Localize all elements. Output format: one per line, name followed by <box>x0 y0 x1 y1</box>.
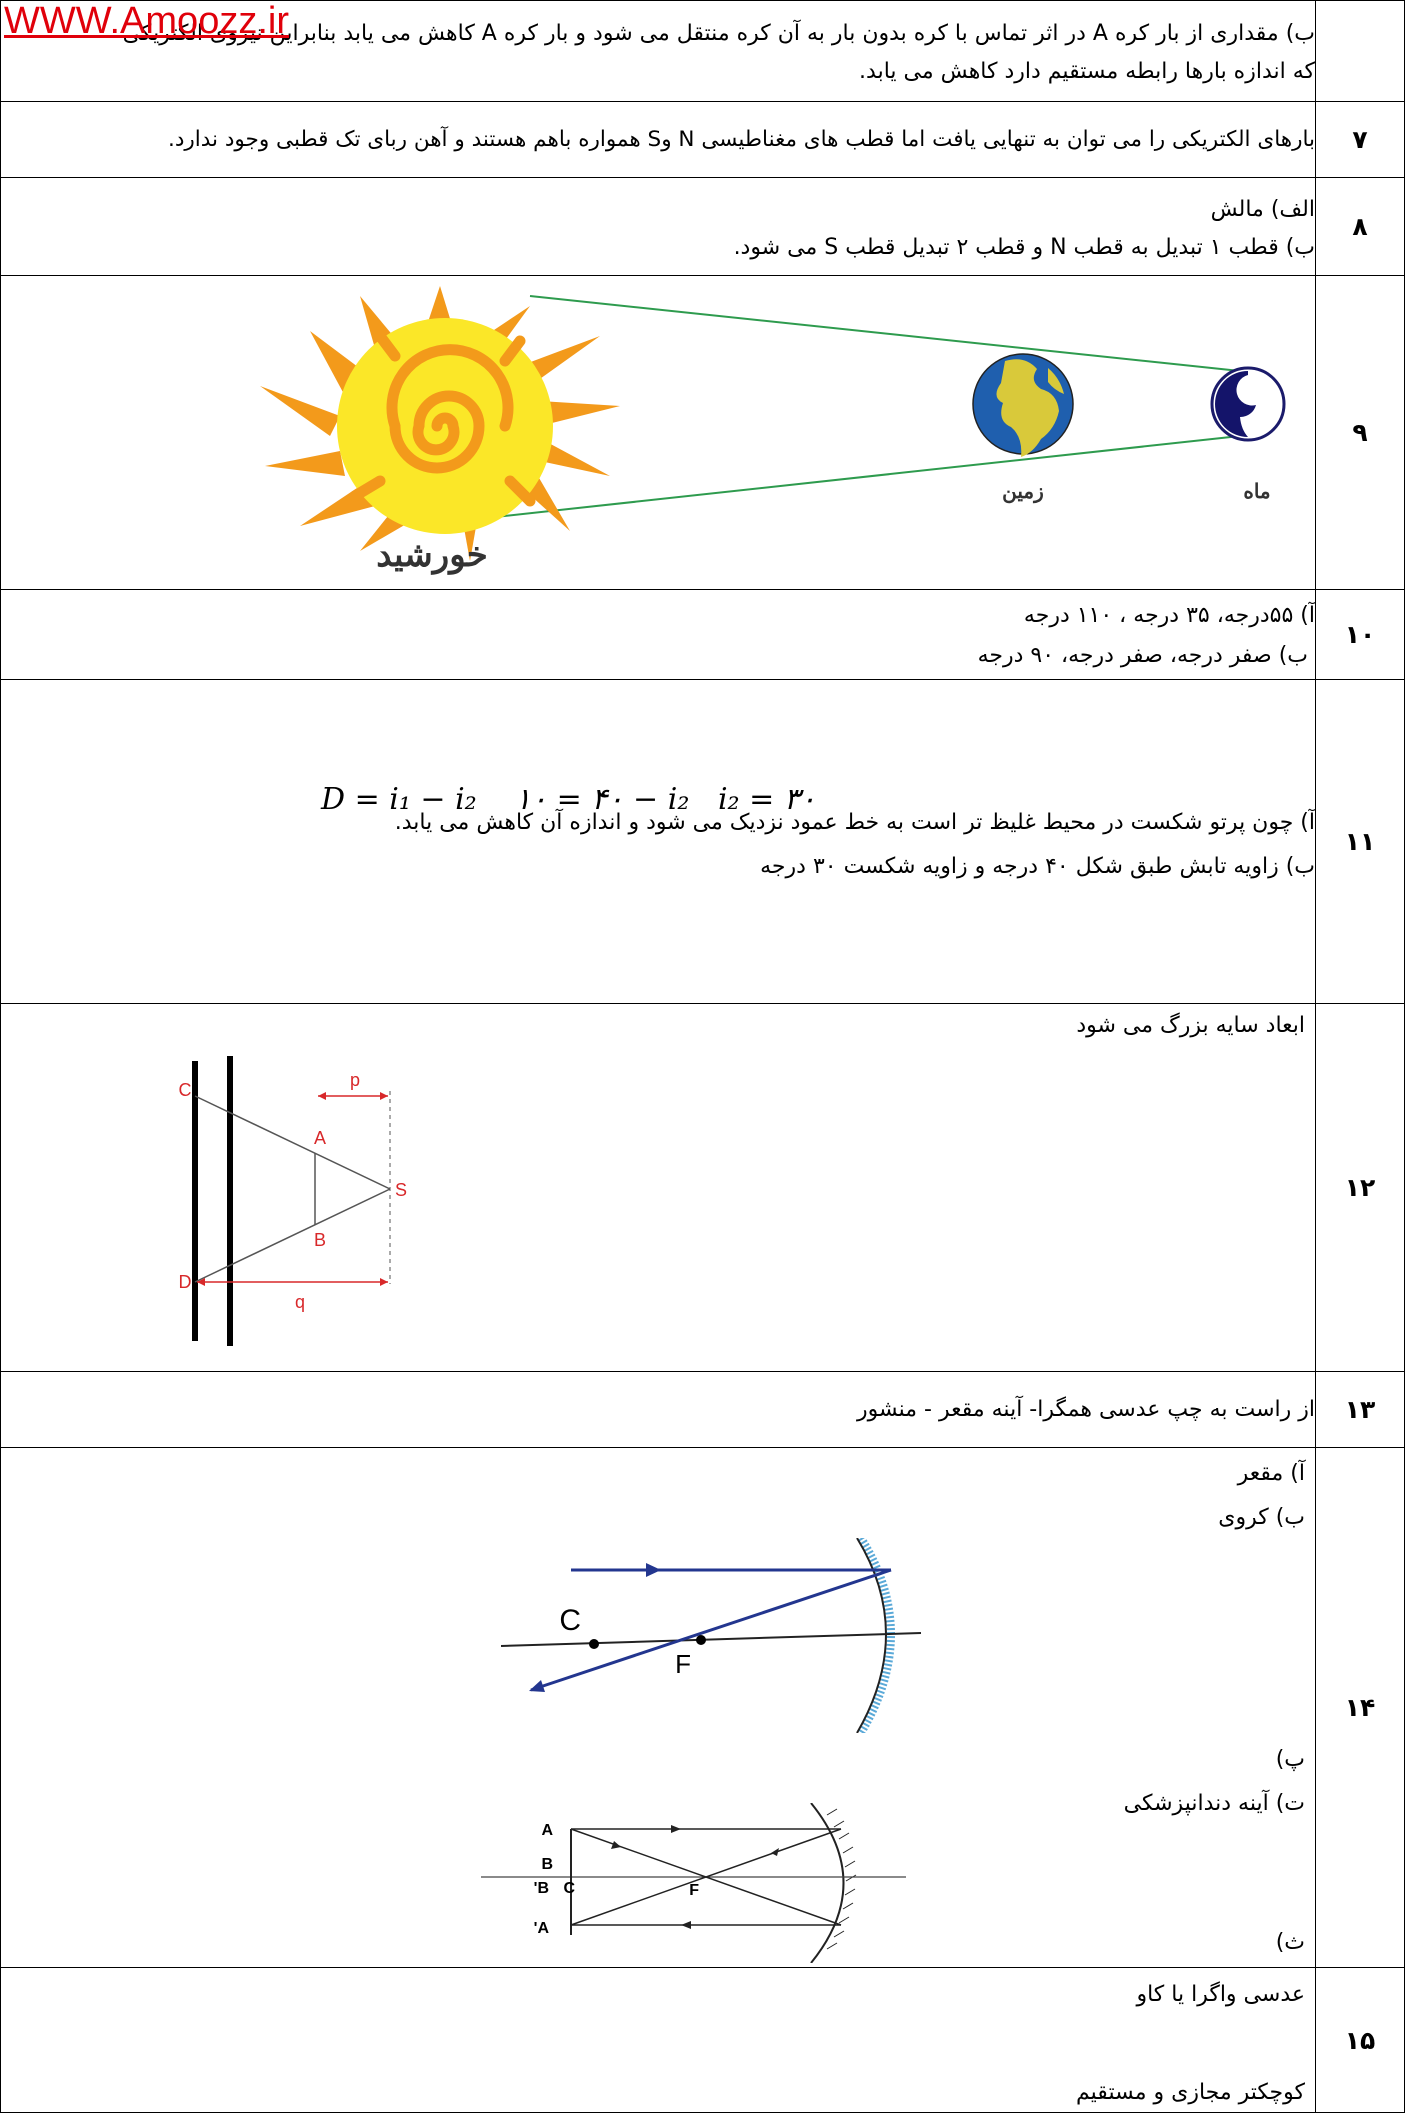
answer-cell: آ) چون پرتو شکست در محیط غلیظ تر است به … <box>0 679 1316 1004</box>
point-a-label: A <box>541 1822 553 1839</box>
sun-earth-moon-diagram: خورشید زمین ماه <box>260 286 1286 575</box>
answer-cell: عدسی واگرا یا کاو کوچکتر مجازی و مستقیم <box>0 1967 1316 2113</box>
answer-line: ب) مقداری از بار کره A در اثر تماس با کر… <box>122 21 1315 46</box>
answer-line: کوچکتر مجازی و مستقیم <box>1076 2080 1305 2105</box>
reflected-ray <box>530 1568 892 1692</box>
answer-line: ب) قطب ۱ تبدیل به قطب N و قطب ۲ تبدیل قط… <box>733 234 1315 260</box>
principal-axis <box>501 1632 922 1647</box>
row-number: ۱۴ <box>1315 1447 1405 1968</box>
table-row: ۱۴ آ) مقعر ب) کروی C F پ) ت) آ <box>0 1447 1405 1968</box>
center-label: C <box>559 1604 581 1637</box>
table-row: ۷ بارهای الکتریکی را می توان به تنهایی ی… <box>0 101 1405 178</box>
ray-line <box>194 1188 391 1283</box>
answer-line: بارهای الکتریکی را می توان به تنهایی یاف… <box>167 126 1315 152</box>
answer-line: پ) <box>1275 1747 1305 1772</box>
earth-label: زمین <box>1002 481 1044 504</box>
row-number: ۱۱ <box>1315 679 1405 1004</box>
q-label: q <box>295 1292 305 1312</box>
row-number: ۹ <box>1315 275 1405 590</box>
point-c-label: C <box>563 1880 575 1897</box>
table-row: ۱۲ ابعاد سایه بزرگ می شود <box>0 1003 1405 1372</box>
upper-ray-line <box>529 295 1241 372</box>
answer-line: از راست به چپ عدسی همگرا- آینه مقعر - من… <box>857 1396 1315 1422</box>
row-number: ۱۲ <box>1315 1003 1405 1372</box>
row-number <box>1315 0 1405 102</box>
point-b-label: B <box>314 1230 326 1250</box>
answer-line: که اندازه بارها رابطه مستقیم دارد کاهش م… <box>859 59 1315 84</box>
answer-cell: بارهای الکتریکی را می توان به تنهایی یاف… <box>0 101 1316 178</box>
answer-line: ب) صفر درجه، صفر درجه، ۹۰ درجه <box>977 642 1315 668</box>
focus-label: F <box>689 1882 699 1899</box>
row-number: ۸ <box>1315 177 1405 276</box>
answer-line: الف) مالش <box>1210 196 1315 222</box>
answer-cell: از راست به چپ عدسی همگرا- آینه مقعر - من… <box>0 1371 1316 1448</box>
table-row: ۸ الف) مالش ب) قطب ۱ تبدیل به قطب N و قط… <box>0 177 1405 276</box>
point-s-label: S <box>395 1180 407 1200</box>
answer-cell: آ) ۵۵درجه، ۳۵ درجه ، ۱۱۰ درجه ب) صفر درج… <box>0 589 1316 680</box>
answer-cell: الف) مالش ب) قطب ۱ تبدیل به قطب N و قطب … <box>0 177 1316 276</box>
point-b-label: B <box>541 1856 553 1873</box>
refraction-formula: D = i₁ − i₂ ۱۰ = ۴۰ − i₂ i₂ = ۳۰ <box>321 782 817 817</box>
sun-icon <box>260 286 620 561</box>
p-label: p <box>350 1070 360 1090</box>
table-row: ۹ <box>0 275 1405 590</box>
row-number: ۱۵ <box>1315 1967 1405 2113</box>
answer-line: آ) مقعر <box>1237 1461 1305 1486</box>
point-c-label: C <box>179 1080 192 1100</box>
table-row: ۱۵ عدسی واگرا یا کاو کوچکتر مجازی و مستق… <box>0 1967 1405 2113</box>
moon-label: ماه <box>1243 481 1270 503</box>
sun-label: خورشید <box>376 536 488 575</box>
row-number: ۱۳ <box>1315 1371 1405 1448</box>
watermark[interactable]: WWW.Amoozz.ir <box>4 0 289 42</box>
answer-line: عدسی واگرا یا کاو <box>1136 1982 1305 2007</box>
row-number: ۱۰ <box>1315 589 1405 680</box>
point-d-label: D <box>179 1272 192 1292</box>
moon-icon <box>1210 366 1286 442</box>
answer-line: ابعاد سایه بزرگ می شود <box>1076 1013 1305 1038</box>
answer-line: ت) آینه دندانپزشکی <box>1123 1791 1305 1816</box>
mirror-curve <box>810 1803 845 1963</box>
point-b-prime-label: B' <box>534 1880 549 1897</box>
earth-icon <box>972 353 1074 457</box>
shadow-diagram: p q A B C D S <box>179 1056 407 1346</box>
table-row: ۱۰ آ) ۵۵درجه، ۳۵ درجه ، ۱۱۰ درجه ب) صفر … <box>0 589 1405 680</box>
table-row: ۱۱ آ) چون پرتو شکست در محیط غلیظ تر است … <box>0 679 1405 1004</box>
point-a-label: A <box>314 1128 326 1148</box>
ray-line <box>194 1095 391 1190</box>
row-number: ۷ <box>1315 101 1405 178</box>
table-row: ۱۳ از راست به چپ عدسی همگرا- آینه مقعر -… <box>0 1371 1405 1448</box>
concave-mirror-diagram-2: A B B' C F A' <box>481 1803 906 1963</box>
focus-label: F <box>675 1649 691 1679</box>
answer-line: ث) <box>1275 1930 1305 1955</box>
concave-mirror-diagram-1: C F <box>501 1538 922 1733</box>
answer-line: آ) چون پرتو شکست در محیط غلیظ تر است به … <box>394 809 1315 835</box>
answer-line: ب) کروی <box>1218 1505 1305 1530</box>
answer-line: ب) زاویه تابش طبق شکل ۴۰ درجه و زاویه شک… <box>760 853 1315 879</box>
lower-ray-line <box>439 435 1241 524</box>
answer-cell: آ) مقعر ب) کروی C F پ) ت) آینه دندانپزشک… <box>0 1447 1316 1968</box>
answer-cell: خورشید زمین ماه <box>0 275 1316 590</box>
point-a-prime-label: A' <box>534 1920 550 1937</box>
answer-line: آ) ۵۵درجه، ۳۵ درجه ، ۱۱۰ درجه <box>1023 602 1315 628</box>
answer-cell: ابعاد سایه بزرگ می شود <box>0 1003 1316 1372</box>
